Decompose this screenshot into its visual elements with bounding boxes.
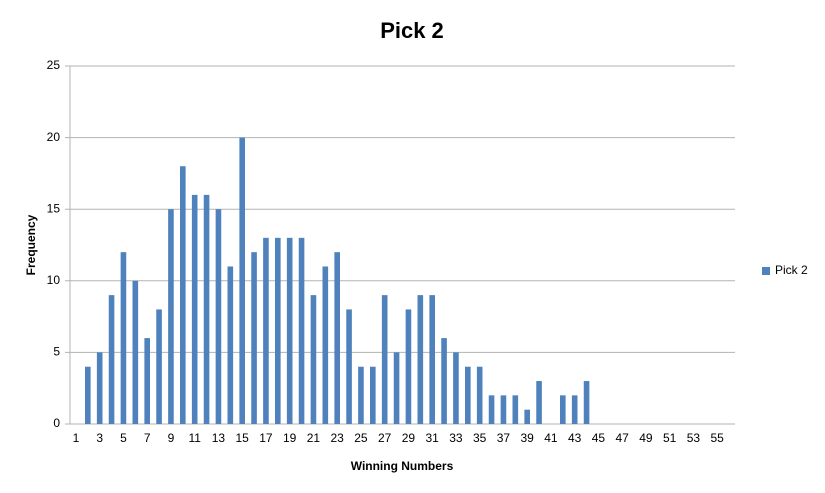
bar <box>405 309 412 424</box>
bar <box>429 295 435 424</box>
bar <box>453 352 459 424</box>
x-tick-label: 5 <box>120 431 127 445</box>
x-tick-label: 39 <box>521 431 535 445</box>
bar <box>441 338 447 424</box>
y-axis-title: Frequency <box>24 214 38 275</box>
bar <box>370 366 376 424</box>
bar <box>286 237 293 424</box>
bar <box>156 309 162 424</box>
y-tick-label: 5 <box>53 345 60 359</box>
bar <box>275 237 281 424</box>
bar <box>251 252 257 424</box>
bar <box>488 395 495 424</box>
y-tick-label: 15 <box>47 201 61 215</box>
bar <box>96 352 103 424</box>
chart-title: Pick 2 <box>380 18 444 43</box>
bar <box>560 395 566 424</box>
bar <box>132 280 139 424</box>
bar <box>512 395 519 424</box>
x-tick-label: 13 <box>212 431 226 445</box>
bar <box>322 266 329 424</box>
bar <box>536 381 542 424</box>
bar <box>298 237 305 424</box>
x-axis-title: Winning Numbers <box>351 459 454 473</box>
x-tick-label: 53 <box>687 431 701 445</box>
y-tick-label: 20 <box>47 130 61 144</box>
bar <box>334 252 340 424</box>
x-tick-label: 23 <box>331 431 345 445</box>
bar <box>393 352 400 424</box>
bar <box>85 366 91 424</box>
bar <box>417 295 424 424</box>
x-tick-label: 11 <box>188 431 201 445</box>
x-tick-label: 51 <box>663 431 677 445</box>
legend-label: Pick 2 <box>775 263 808 277</box>
x-tick-label: 21 <box>307 431 321 445</box>
bar <box>500 395 507 424</box>
bar <box>310 295 317 424</box>
x-tick-label: 35 <box>473 431 487 445</box>
y-tick-label: 10 <box>47 273 61 287</box>
x-tick-label: 7 <box>144 431 151 445</box>
bar <box>144 338 150 424</box>
x-tick-label: 19 <box>283 431 297 445</box>
bar <box>583 381 590 424</box>
bar <box>227 266 234 424</box>
bar <box>263 237 269 424</box>
x-tick-label: 49 <box>639 431 653 445</box>
x-tick-label: 43 <box>568 431 582 445</box>
bar <box>381 295 388 424</box>
bar <box>465 366 471 424</box>
bar <box>571 395 578 424</box>
x-tick-label: 47 <box>616 431 630 445</box>
y-tick-label: 0 <box>53 416 60 430</box>
bar <box>120 252 127 424</box>
bar <box>524 409 530 424</box>
bar <box>239 137 245 424</box>
legend-swatch <box>762 267 770 275</box>
x-tick-label: 1 <box>73 431 80 445</box>
bar <box>215 209 222 424</box>
y-tick-label: 25 <box>47 58 61 72</box>
bar <box>108 295 115 424</box>
bar <box>168 209 174 424</box>
x-tick-label: 27 <box>378 431 392 445</box>
x-tick-label: 25 <box>354 431 368 445</box>
x-tick-label: 15 <box>236 431 250 445</box>
x-tick-label: 3 <box>96 431 103 445</box>
x-tick-label: 31 <box>426 431 440 445</box>
x-tick-label: 29 <box>402 431 416 445</box>
x-tick-label: 17 <box>259 431 273 445</box>
bar <box>358 366 364 424</box>
x-tick-label: 9 <box>168 431 175 445</box>
bar <box>191 194 198 424</box>
bar <box>476 366 483 424</box>
x-tick-label: 37 <box>497 431 511 445</box>
x-tick-label: 33 <box>449 431 463 445</box>
x-tick-label: 41 <box>544 431 558 445</box>
bar <box>180 166 186 425</box>
bar <box>346 309 352 424</box>
x-tick-label: 55 <box>711 431 725 445</box>
x-tick-label: 45 <box>592 431 606 445</box>
bar <box>203 194 210 424</box>
